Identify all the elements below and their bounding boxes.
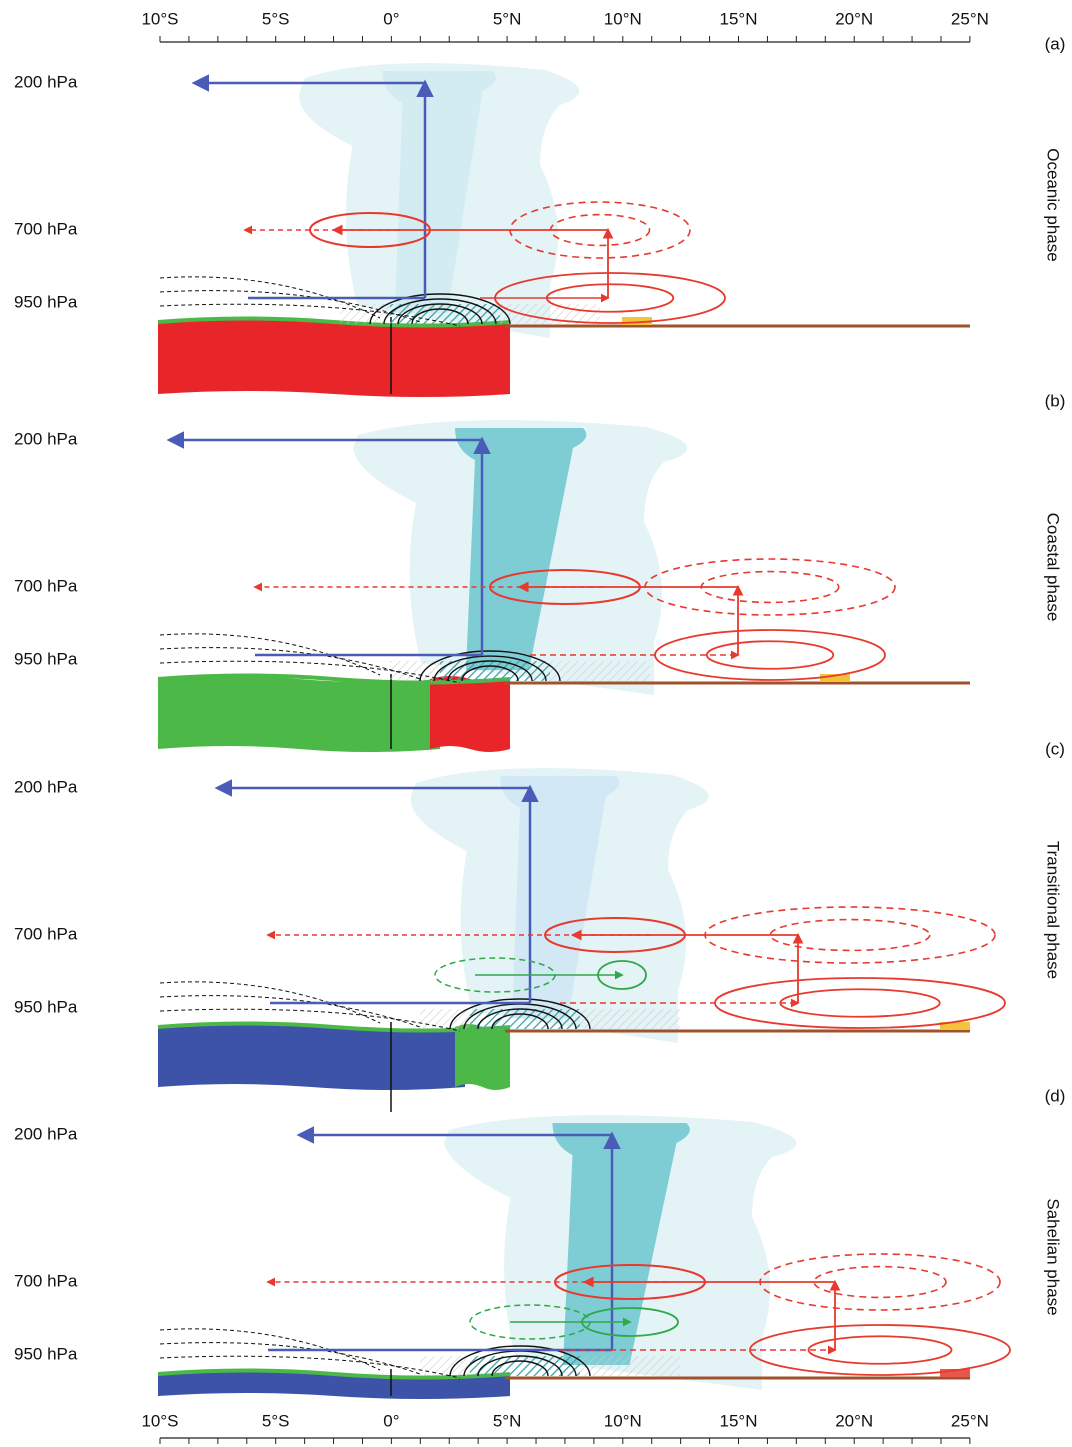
level-label: 700 hPa (14, 924, 78, 943)
level-label: 700 hPa (14, 576, 78, 595)
hatch-core (470, 1009, 580, 1029)
phase-label: Transitional phase (1044, 841, 1063, 979)
ocean (158, 1024, 465, 1090)
panel-label: (c) (1045, 739, 1065, 758)
axis-label: 0° (383, 1411, 399, 1430)
axis-label: 5°S (262, 9, 290, 28)
ocean (158, 319, 510, 397)
axis-label: 10°S (141, 1411, 178, 1430)
isentrope (160, 648, 420, 679)
axis-label: 5°S (262, 1411, 290, 1430)
panel-label: (d) (1045, 1086, 1066, 1105)
hatch-core (470, 1356, 580, 1376)
panel-label: (b) (1045, 391, 1066, 410)
axis-label: 15°N (720, 9, 758, 28)
ocean (158, 676, 440, 752)
heat-low-950 (750, 1325, 1010, 1375)
diagram: 10°S 5°S 0° 5°N 10°N 15°N 20°N 25°N 10°S 5°S 0° 5°N… (0, 0, 1072, 1447)
level-label: 700 hPa (14, 1271, 78, 1290)
hatch-core (440, 661, 550, 681)
phase-label: Coastal phase (1044, 513, 1063, 622)
axis-label: 15°N (720, 1411, 758, 1430)
ocean-coast (430, 676, 510, 752)
axis-label: 0° (383, 9, 399, 28)
heat-low-950 (715, 978, 1005, 1028)
panel-label: (a) (1045, 34, 1066, 53)
ocean-coast (455, 1024, 510, 1090)
level-label: 700 hPa (14, 219, 78, 238)
phase-label: Sahelian phase (1044, 1198, 1063, 1315)
axis-label: 10°N (604, 9, 642, 28)
level-label: 950 hPa (14, 1344, 78, 1363)
isentrope (160, 1343, 420, 1374)
axis-label: 10°S (141, 9, 178, 28)
heat-low-950 (655, 630, 885, 680)
level-label: 950 hPa (14, 997, 78, 1016)
level-label: 200 hPa (14, 1124, 78, 1143)
level-label: 200 hPa (14, 777, 78, 796)
level-label: 200 hPa (14, 72, 78, 91)
axis-label: 10°N (604, 1411, 642, 1430)
axis-label: 20°N (835, 9, 873, 28)
phase-label: Oceanic phase (1044, 148, 1063, 261)
axis-label: 5°N (493, 9, 522, 28)
heat-low-950 (780, 989, 940, 1017)
level-label: 950 hPa (14, 292, 78, 311)
axis-label: 20°N (835, 1411, 873, 1430)
level-label: 200 hPa (14, 429, 78, 448)
heat-low-950 (809, 1336, 952, 1364)
axis-label: 25°N (951, 9, 989, 28)
level-label: 950 hPa (14, 649, 78, 668)
axis-label: 25°N (951, 1411, 989, 1430)
isentrope (160, 996, 420, 1027)
axis-label: 5°N (493, 1411, 522, 1430)
hatch-core (390, 304, 500, 324)
